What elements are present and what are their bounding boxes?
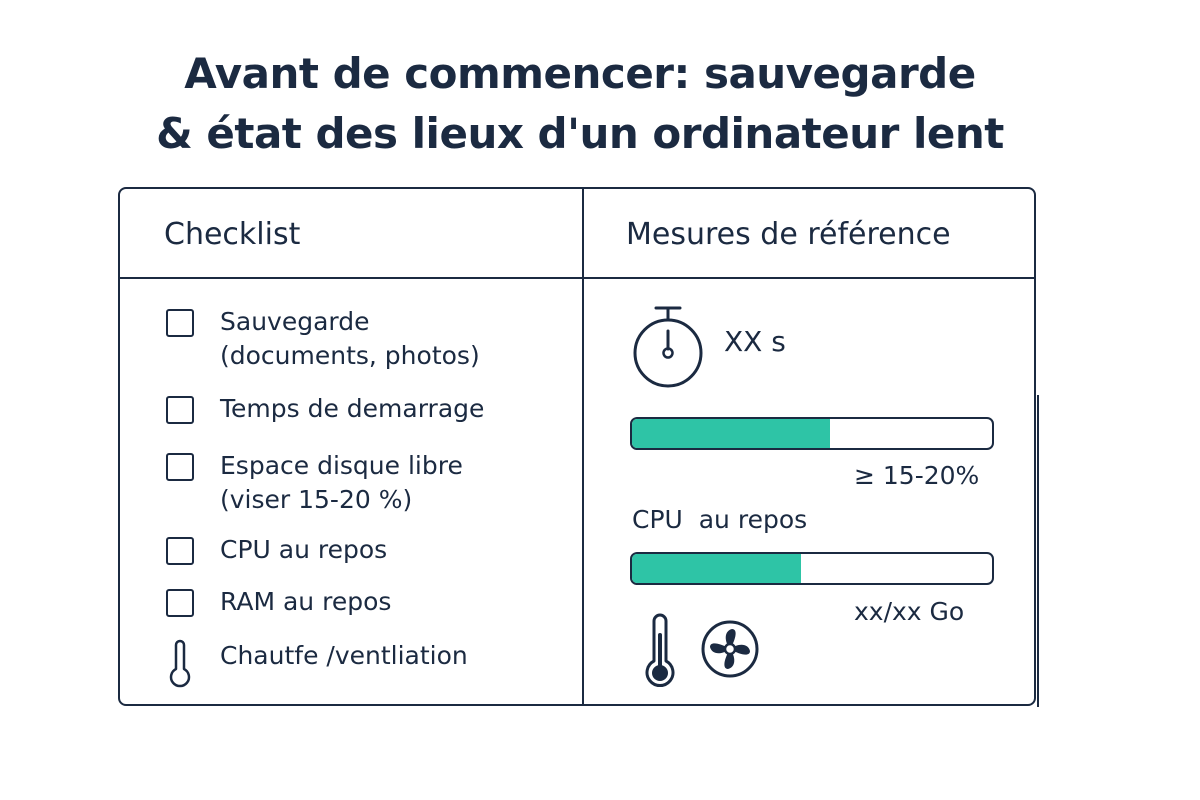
header-divider <box>120 277 1034 279</box>
checkbox-ram[interactable] <box>166 589 194 617</box>
thermometer-icon <box>645 613 675 688</box>
checklist-item-subtext: (documents, photos) <box>220 341 480 370</box>
checklist-item-text: Chautfe /ventliation <box>220 641 468 670</box>
checkbox-disk-space[interactable] <box>166 453 194 481</box>
disk-space-bar <box>630 417 994 450</box>
checklist-item-label: Chautfe /ventliation <box>220 639 468 673</box>
checklist-item-text: Sauvegarde <box>220 307 370 336</box>
checklist-item-cpu[interactable]: CPU au repos <box>166 533 387 567</box>
checklist-item-text: CPU au repos <box>220 535 388 564</box>
checklist-item-text: Temps de demarrage <box>220 394 485 423</box>
checklist-item-label: CPU au repos <box>220 533 387 567</box>
checklist-item-boot-time[interactable]: Temps de demarrage <box>166 392 484 426</box>
checklist-item-ram[interactable]: RAM au repos <box>166 585 391 619</box>
disk-space-caption: ≥ 15-20% <box>854 461 980 490</box>
checkbox-boot-time[interactable] <box>166 396 194 424</box>
disk-space-bar-fill <box>632 419 830 448</box>
checklist-item-subtext: (viser 15-20 %) <box>220 485 413 514</box>
measures-heading: Mesures de référence <box>626 217 951 252</box>
checklist-card: Checklist Mesures de référence Sauvegard… <box>118 187 1036 706</box>
checklist-item-heat: Chautfe /ventliation <box>166 639 468 689</box>
ram-caption: xx/xx Go <box>854 597 965 626</box>
cpu-label: CPU au repos <box>632 505 808 534</box>
stopwatch-icon <box>633 306 703 388</box>
boot-time-value: XX s <box>724 325 786 358</box>
checklist-item-label: Espace disque libre (viser 15-20 %) <box>220 449 463 517</box>
checklist-item-label: Sauvegarde (documents, photos) <box>220 305 480 373</box>
checklist-item-text: Espace disque libre <box>220 451 463 480</box>
checklist-item-label: Temps de demarrage <box>220 392 484 426</box>
checklist-heading: Checklist <box>164 217 301 252</box>
checklist-item-backup[interactable]: Sauvegarde (documents, photos) <box>166 305 480 373</box>
page-title: Avant de commencer: sauvegarde & état de… <box>0 44 1160 164</box>
title-line-2: & état des lieux d'un ordinateur lent <box>156 109 1004 158</box>
checklist-item-text: RAM au repos <box>220 587 392 616</box>
checklist-item-disk-space[interactable]: Espace disque libre (viser 15-20 %) <box>166 449 463 517</box>
ram-bar <box>630 552 994 585</box>
thermometer-icon <box>169 639 191 688</box>
checkbox-backup[interactable] <box>166 309 194 337</box>
title-line-1: Avant de commencer: sauvegarde <box>184 49 976 98</box>
checkbox-cpu[interactable] <box>166 537 194 565</box>
fan-icon <box>701 620 759 678</box>
ram-bar-fill <box>632 554 802 583</box>
checklist-item-label: RAM au repos <box>220 585 391 619</box>
decorative-line <box>1037 395 1039 707</box>
column-divider <box>582 189 584 704</box>
